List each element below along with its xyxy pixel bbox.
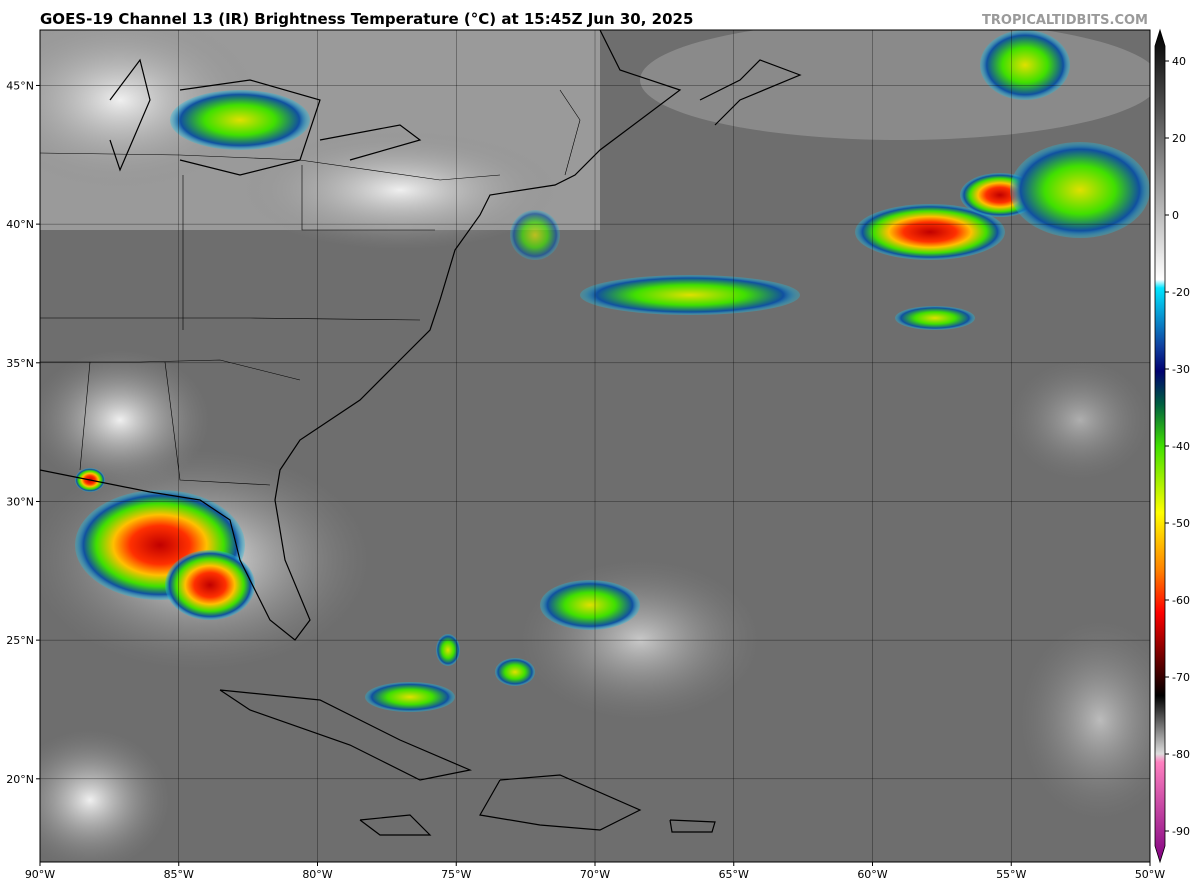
lon-label: 80°W [302, 868, 332, 881]
colorbar-label: -30 [1172, 363, 1190, 376]
colorbar-label: 40 [1172, 55, 1186, 68]
lat-label: 20°N [6, 773, 34, 786]
colorbar-label: -70 [1172, 671, 1190, 684]
colorbar-label: -20 [1172, 286, 1190, 299]
colorbar [1154, 28, 1166, 864]
lat-label: 45°N [6, 79, 34, 92]
colorbar-label: -40 [1172, 440, 1190, 453]
colorbar-label: 0 [1172, 209, 1179, 222]
colorbar-label: 20 [1172, 132, 1186, 145]
lat-label: 30°N [6, 495, 34, 508]
lon-label: 50°W [1135, 868, 1165, 881]
lat-label: 40°N [6, 218, 34, 231]
lon-label: 90°W [25, 868, 55, 881]
lon-label: 75°W [441, 868, 471, 881]
colorbar-label: -50 [1172, 517, 1190, 530]
lon-label: 65°W [719, 868, 749, 881]
lon-label: 70°W [580, 868, 610, 881]
colorbar-label: -90 [1172, 825, 1190, 838]
colorbar-label: -80 [1172, 748, 1190, 761]
lon-label: 85°W [164, 868, 194, 881]
lon-label: 60°W [857, 868, 887, 881]
watermark: TROPICALTIDBITS.COM [982, 13, 1148, 28]
lat-label: 25°N [6, 634, 34, 647]
imagery [40, 30, 1150, 862]
lat-label: 35°N [6, 357, 34, 370]
lon-label: 55°W [996, 868, 1026, 881]
title: GOES-19 Channel 13 (IR) Brightness Tempe… [40, 10, 693, 28]
colorbar-label: -60 [1172, 594, 1190, 607]
